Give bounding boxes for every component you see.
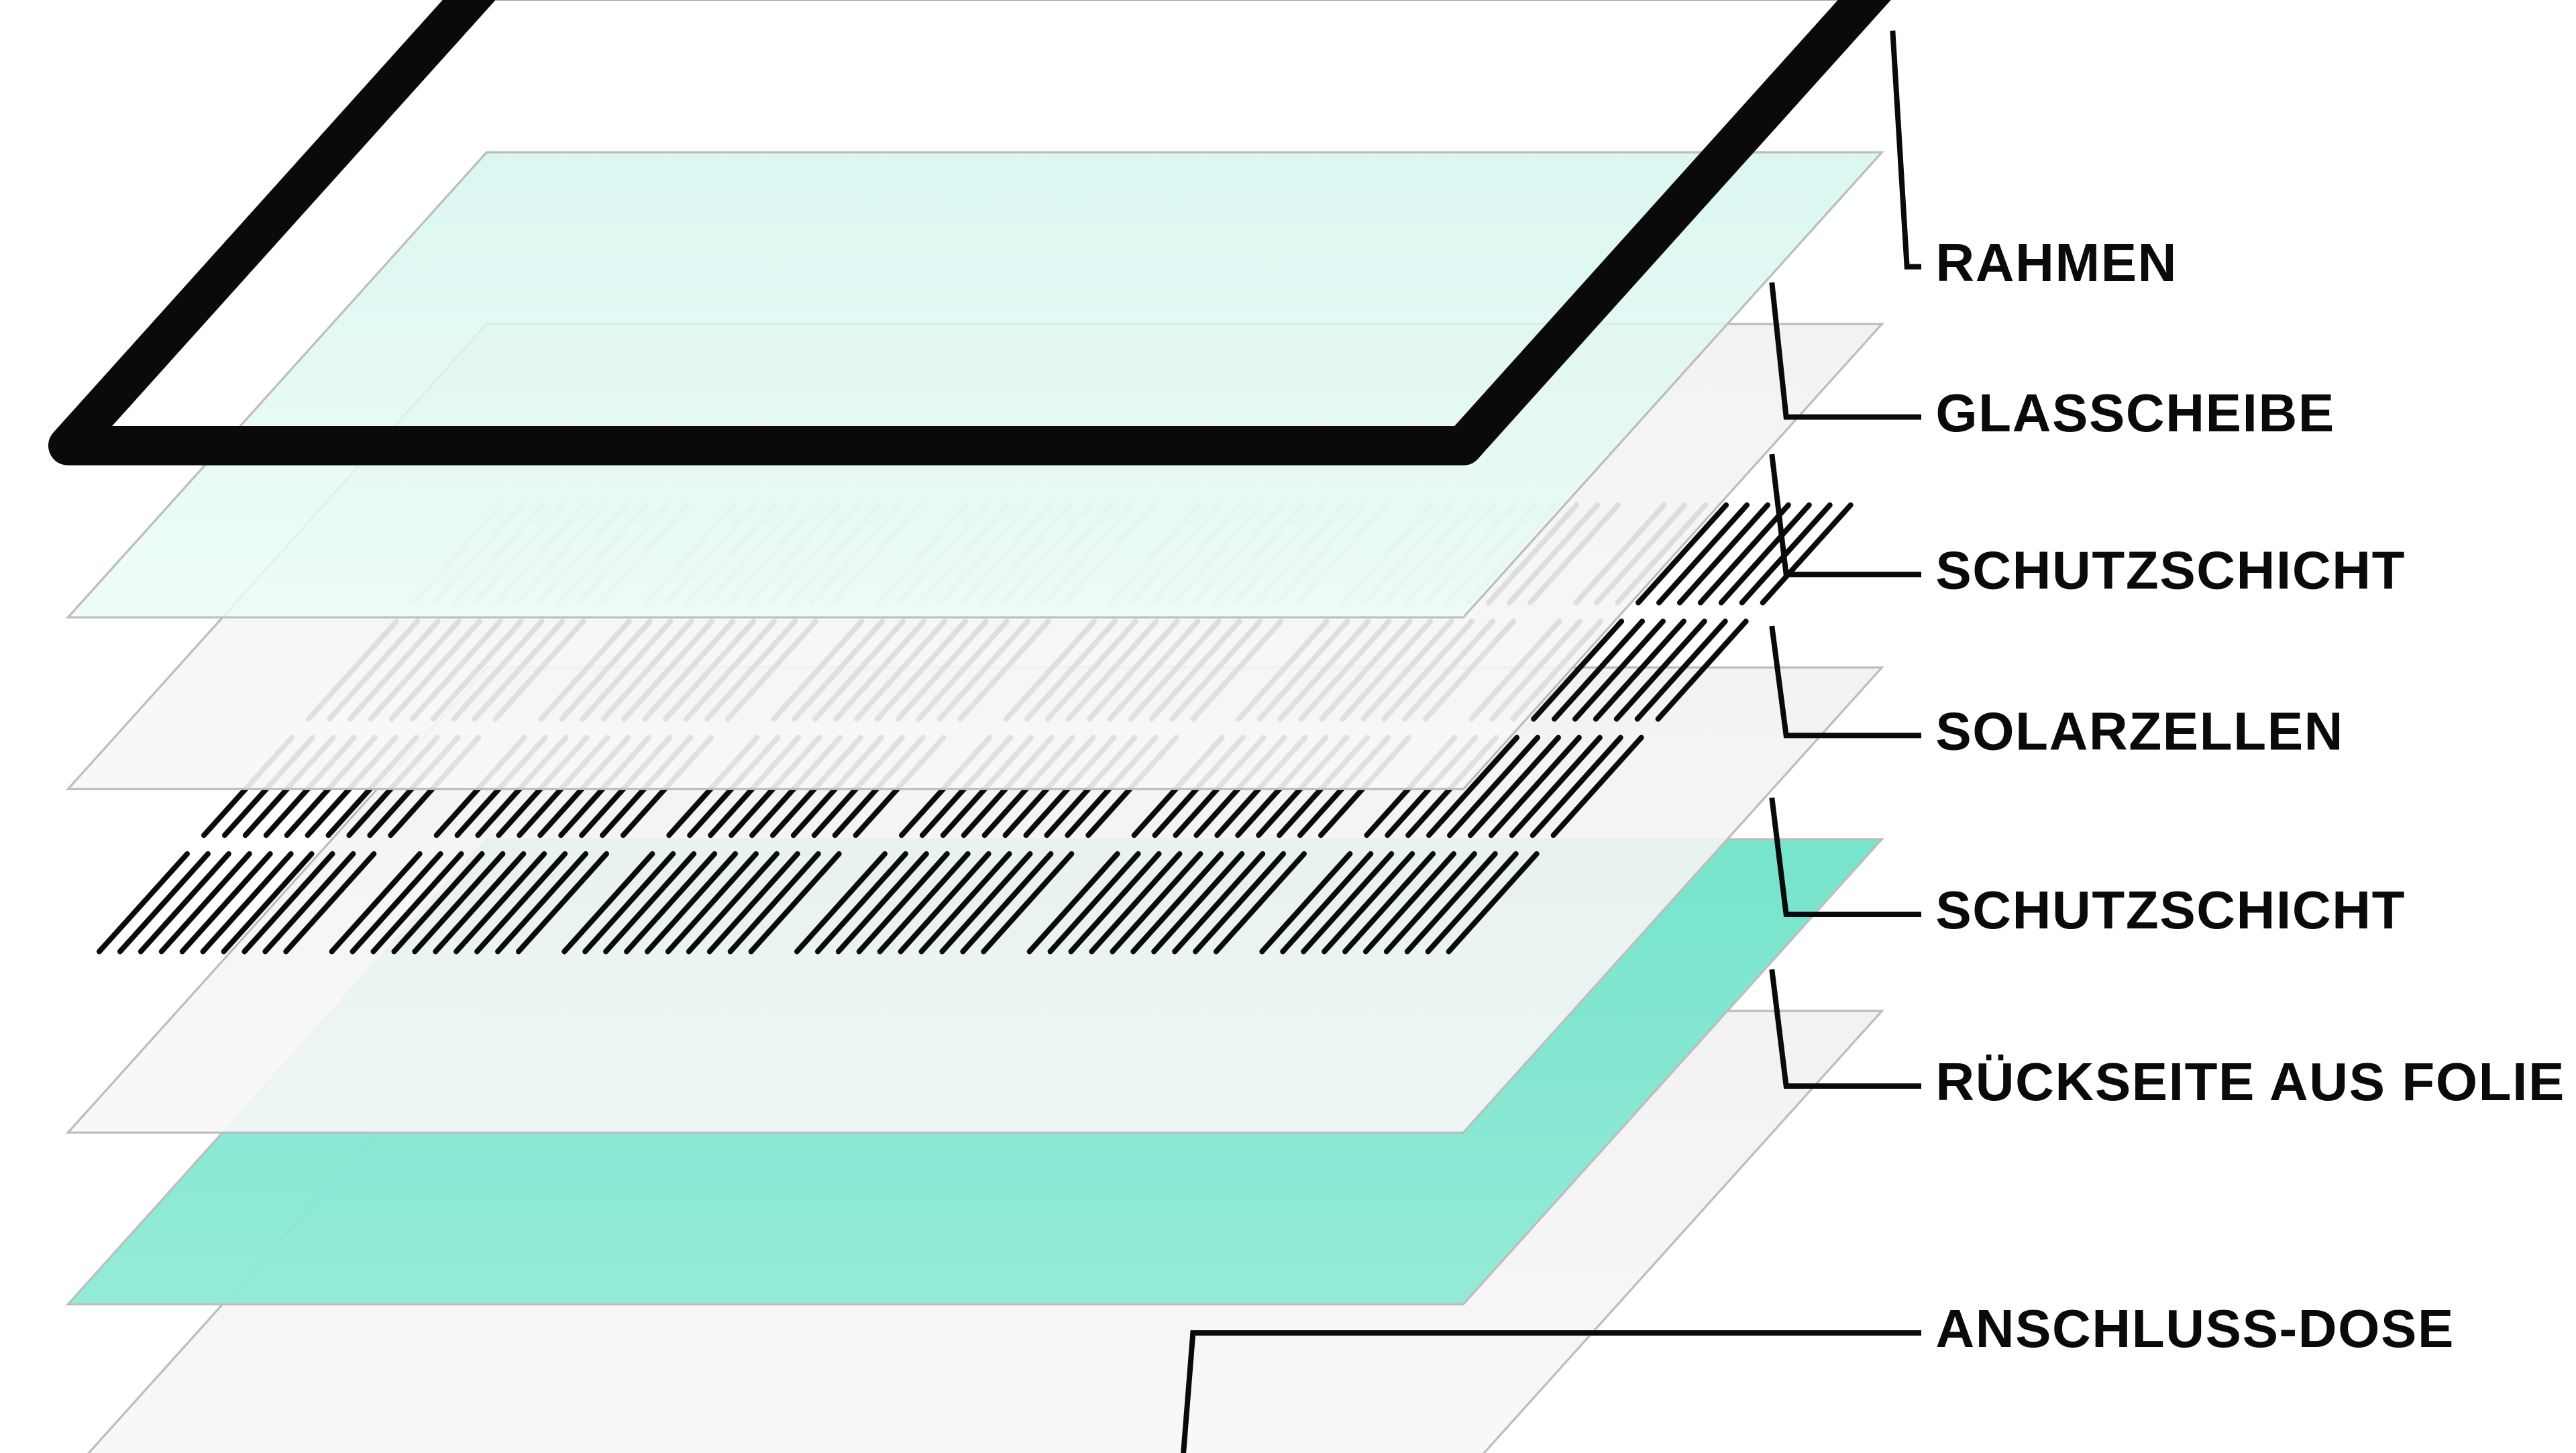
label-solarzellen: SOLARZELLEN: [1935, 701, 2344, 761]
leader-schutzschicht1: [1772, 454, 1921, 574]
label-schutzschicht1: SCHUTZSCHICHT: [1935, 540, 2406, 600]
leader-rahmen: [1892, 31, 1921, 267]
label-glasscheibe: GLASSCHEIBE: [1935, 383, 2334, 443]
diagram-stage: RAHMEN GLASSCHEIBE SCHUTZSCHICHT SOLARZELLE…: [0, 0, 2576, 1453]
label-anschluss: ANSCHLUSS-DOSE: [1935, 1299, 2455, 1358]
label-rueckseite: RÜCKSEITE AUS FOLIE: [1935, 1052, 2565, 1112]
exploded-diagram: RAHMEN GLASSCHEIBE SCHUTZSCHICHT SOLARZELLE…: [0, 0, 2576, 1453]
label-rahmen: RAHMEN: [1935, 233, 2178, 292]
label-schutzschicht2: SCHUTZSCHICHT: [1935, 880, 2406, 940]
